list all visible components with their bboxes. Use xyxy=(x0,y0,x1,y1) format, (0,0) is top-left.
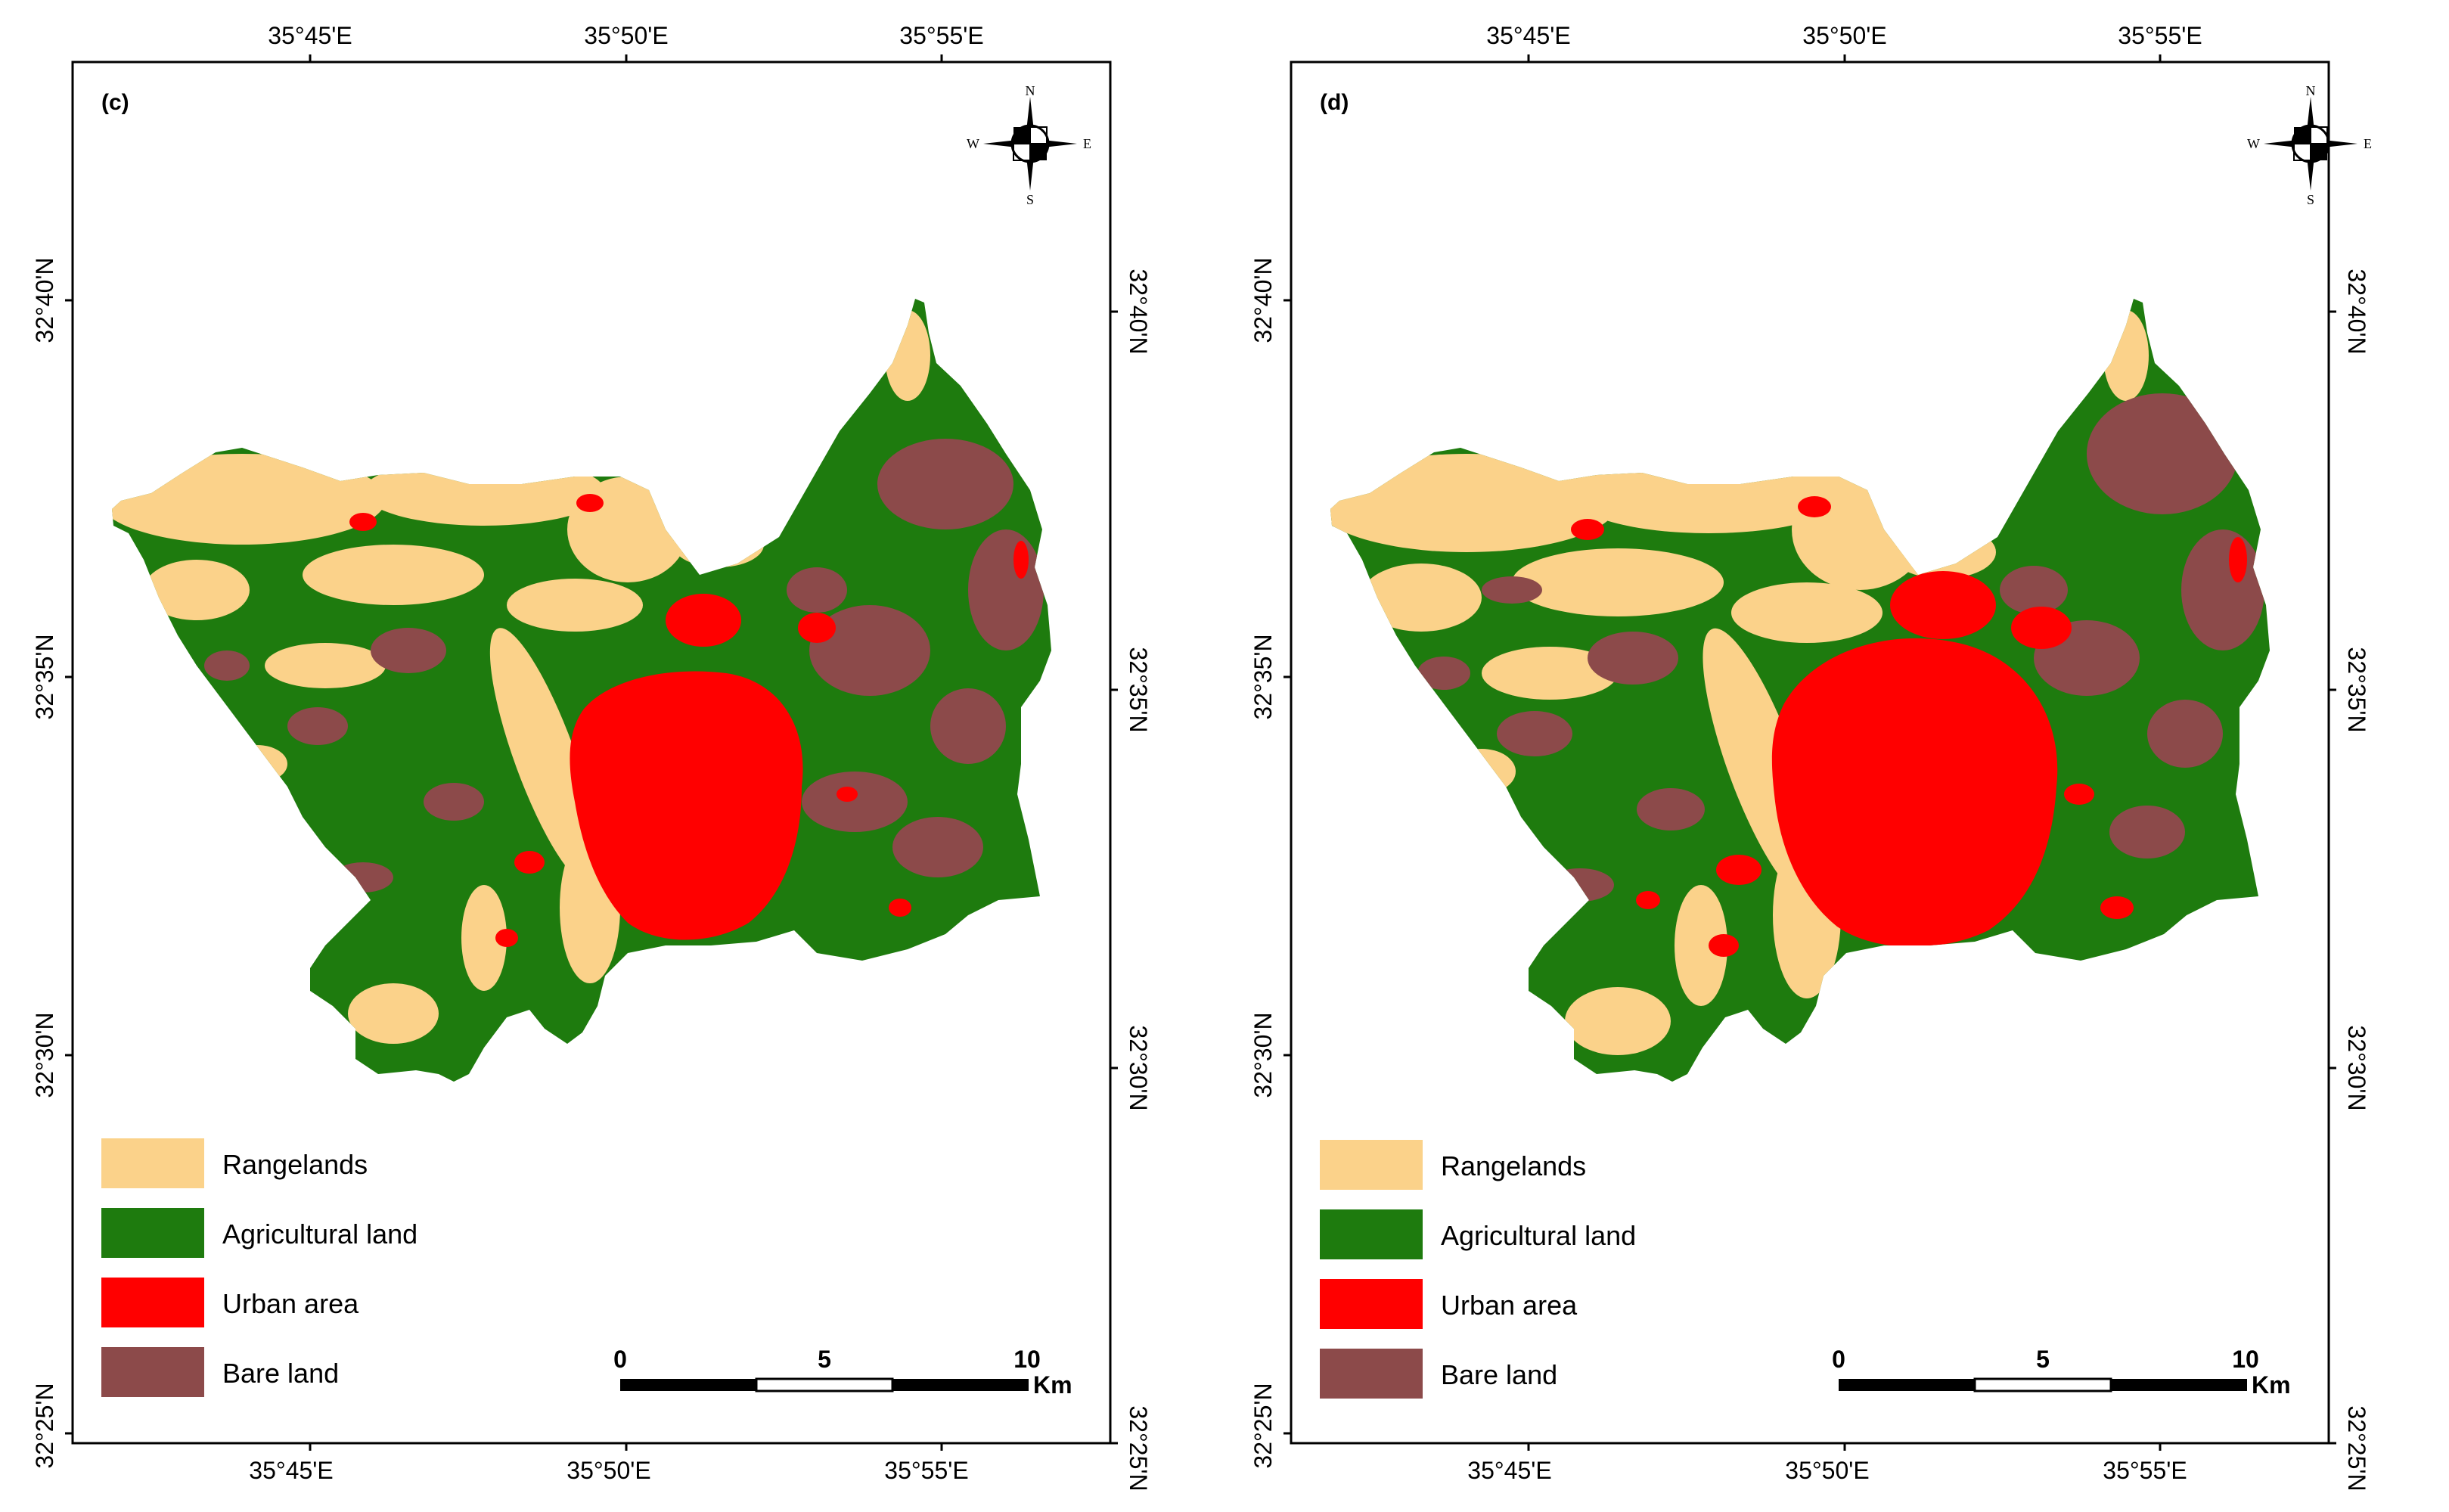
land-use-map xyxy=(1330,299,2270,1082)
legend-label-rangelands: Rangelands xyxy=(1441,1150,1586,1181)
legend-label-bare: Bare land xyxy=(222,1358,339,1389)
left-tick-label: 32°40'N xyxy=(31,257,58,343)
legend: Rangelands Agricultural land Urban area … xyxy=(1320,1140,1636,1399)
bottom-tick-marks xyxy=(309,1443,943,1451)
legend: Rangelands Agricultural land Urban area … xyxy=(101,1138,417,1397)
left-tick-label: 32°30'N xyxy=(1249,1012,1277,1098)
legend-label-urban: Urban area xyxy=(1441,1290,1578,1321)
compass-n: N xyxy=(1026,83,1035,98)
bottom-tick-label: 35°55'E xyxy=(2103,1457,2187,1484)
right-tick-marks xyxy=(1110,310,1118,1445)
top-tick-label: 35°45'E xyxy=(268,22,352,49)
bottom-tick-label: 35°50'E xyxy=(1785,1457,1869,1484)
compass-w: W xyxy=(2247,136,2260,151)
legend-label-agricultural: Agricultural land xyxy=(222,1219,417,1250)
top-tick-marks xyxy=(309,54,943,62)
urban-area-patches xyxy=(349,494,1029,947)
legend-swatch-bare xyxy=(101,1347,204,1397)
bottom-tick-label: 35°55'E xyxy=(884,1457,968,1484)
compass-e: E xyxy=(1083,136,1091,151)
compass-n: N xyxy=(2306,83,2316,98)
legend-swatch-rangelands xyxy=(1320,1140,1423,1190)
left-tick-label: 32°35'N xyxy=(31,634,58,719)
right-tick-label: 32°40'N xyxy=(2343,269,2370,354)
scale-unit: Km xyxy=(2252,1371,2291,1399)
right-tick-label: 32°25'N xyxy=(2343,1405,2370,1491)
scale-label-10: 10 xyxy=(2232,1346,2259,1373)
scale-label-0: 0 xyxy=(1832,1346,1845,1373)
map-panel-d: 35°45'E 35°50'E 35°55'E 35°45'E 35°50'E … xyxy=(1224,0,2449,1512)
top-tick-label: 35°50'E xyxy=(1802,22,1886,49)
compass-w: W xyxy=(967,136,979,151)
right-tick-label: 32°25'N xyxy=(1125,1405,1152,1491)
scale-bar: 0 5 10 Km xyxy=(1832,1346,2290,1399)
left-tick-label: 32°40'N xyxy=(1249,257,1277,343)
right-tick-marks xyxy=(2329,310,2336,1445)
scale-label-10: 10 xyxy=(1013,1346,1041,1373)
panel-label: (c) xyxy=(101,90,129,115)
panel-label: (d) xyxy=(1320,90,1349,115)
left-tick-label: 32°35'N xyxy=(1249,634,1277,719)
legend-label-agricultural: Agricultural land xyxy=(1441,1220,1636,1251)
bare-land-patches xyxy=(1417,393,2264,902)
right-tick-label: 32°30'N xyxy=(1125,1025,1152,1110)
left-tick-label: 32°25'N xyxy=(1249,1383,1277,1468)
legend-label-rangelands: Rangelands xyxy=(222,1149,368,1180)
bottom-tick-marks xyxy=(1527,1443,2162,1451)
left-tick-label: 32°25'N xyxy=(31,1383,58,1468)
land-use-map xyxy=(112,299,1051,1082)
north-arrow-compass-icon: N S E W xyxy=(2247,83,2372,207)
legend-swatch-urban xyxy=(1320,1279,1423,1329)
right-tick-label: 32°40'N xyxy=(1125,269,1152,354)
urban-area-patches xyxy=(1571,496,2247,957)
north-arrow-compass-icon: N S E W xyxy=(967,83,1091,207)
top-tick-marks xyxy=(1527,54,2162,62)
left-tick-marks xyxy=(1283,299,1291,1435)
compass-s: S xyxy=(1026,192,1034,207)
legend-swatch-urban xyxy=(101,1278,204,1327)
left-tick-label: 32°30'N xyxy=(31,1012,58,1098)
map-panel-c: 35°45'E 35°50'E 35°55'E 35°45'E 35°50'E … xyxy=(0,0,1224,1512)
left-tick-marks xyxy=(65,299,73,1435)
legend-swatch-agricultural xyxy=(1320,1209,1423,1259)
top-tick-label: 35°50'E xyxy=(584,22,668,49)
compass-e: E xyxy=(2364,136,2372,151)
right-tick-label: 32°35'N xyxy=(2343,647,2370,732)
bottom-tick-label: 35°50'E xyxy=(566,1457,650,1484)
right-tick-label: 32°30'N xyxy=(2343,1025,2370,1110)
compass-s: S xyxy=(2307,192,2314,207)
scale-unit: Km xyxy=(1033,1371,1072,1399)
top-tick-label: 35°55'E xyxy=(2118,22,2202,49)
legend-swatch-bare xyxy=(1320,1349,1423,1399)
map-frame xyxy=(71,61,1112,1445)
top-tick-label: 35°55'E xyxy=(899,22,983,49)
bottom-tick-label: 35°45'E xyxy=(249,1457,333,1484)
scale-label-0: 0 xyxy=(613,1346,627,1373)
scale-label-5: 5 xyxy=(2036,1346,2050,1373)
right-tick-label: 32°35'N xyxy=(1125,647,1152,732)
bottom-tick-label: 35°45'E xyxy=(1467,1457,1551,1484)
top-tick-label: 35°45'E xyxy=(1486,22,1570,49)
legend-label-bare: Bare land xyxy=(1441,1359,1557,1390)
bare-land-patches xyxy=(204,439,1044,893)
legend-swatch-agricultural xyxy=(101,1208,204,1258)
legend-label-urban: Urban area xyxy=(222,1288,359,1319)
scale-label-5: 5 xyxy=(818,1346,831,1373)
map-frame xyxy=(1290,61,2330,1445)
legend-swatch-rangelands xyxy=(101,1138,204,1188)
scale-bar: 0 5 10 Km xyxy=(613,1346,1072,1399)
